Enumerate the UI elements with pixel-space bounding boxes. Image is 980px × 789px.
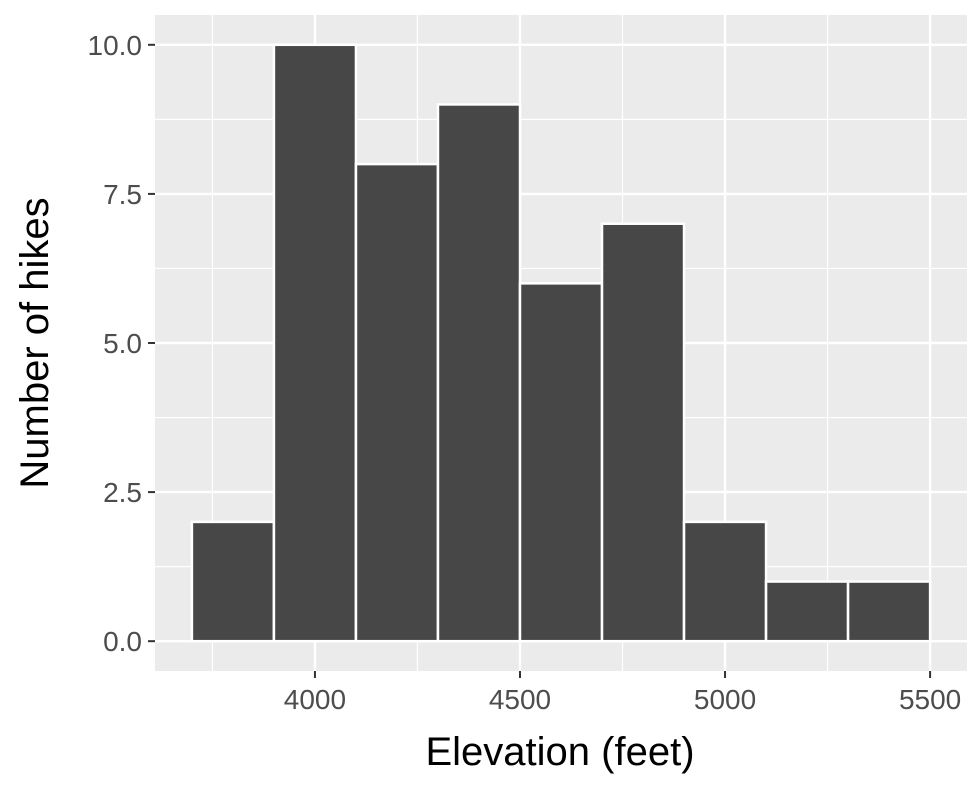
histogram-bar <box>600 222 686 643</box>
histogram-bars <box>190 43 932 643</box>
x-tick-label: 5000 <box>694 684 756 715</box>
histogram-bar <box>764 580 850 643</box>
histogram-bar <box>682 520 768 643</box>
histogram-bar <box>190 520 276 643</box>
histogram-bar <box>846 580 932 643</box>
x-tick-label: 5500 <box>899 684 961 715</box>
y-tick-label: 0.0 <box>103 626 142 657</box>
y-tick-label: 7.5 <box>103 179 142 210</box>
histogram-bar <box>354 162 440 643</box>
histogram-bar <box>518 282 604 643</box>
y-tick-label: 2.5 <box>103 477 142 508</box>
x-axis-title: Elevation (feet) <box>425 730 694 774</box>
histogram-bar <box>436 103 522 643</box>
histogram-bar <box>272 43 358 643</box>
x-tick-label: 4500 <box>489 684 551 715</box>
y-tick-label: 5.0 <box>103 328 142 359</box>
x-axis: 4000 4500 5000 5500 <box>284 671 961 715</box>
y-axis-title: Number of hikes <box>13 197 57 488</box>
y-tick-label: 10.0 <box>88 30 143 61</box>
x-tick-label: 4000 <box>284 684 346 715</box>
y-axis: 0.0 2.5 5.0 7.5 10.0 <box>88 30 155 657</box>
